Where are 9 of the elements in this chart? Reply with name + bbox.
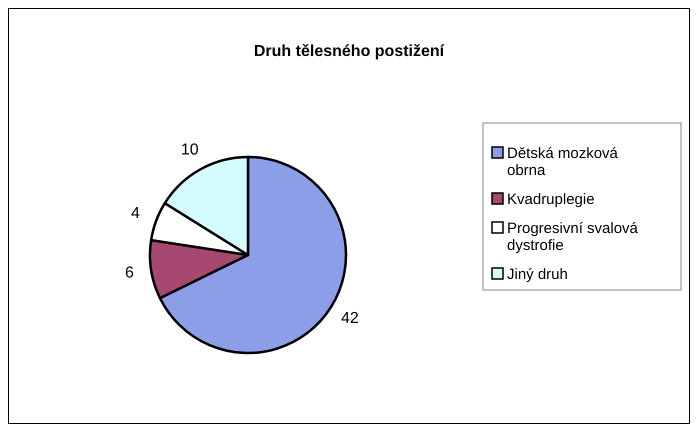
data-label: 6 (124, 264, 134, 282)
data-label: 4 (131, 204, 140, 222)
data-label: 42 (340, 310, 359, 327)
chart-title: Druh tělesného postižení (254, 43, 445, 60)
legend-label: Jiný druh (507, 266, 568, 282)
legend-label: Kvadruplegie (507, 190, 595, 208)
data-label: 10 (180, 142, 199, 159)
legend-label: Dětská mozková obrna (507, 144, 619, 178)
legend-label: Progresivní svalová dystrofie (507, 220, 639, 254)
